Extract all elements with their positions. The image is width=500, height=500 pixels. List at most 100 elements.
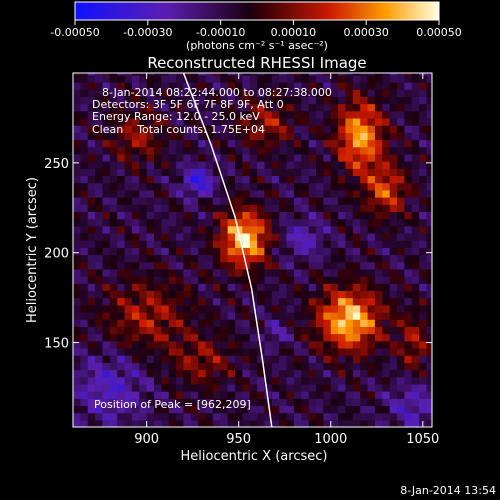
heatmap-cell: [397, 204, 405, 212]
heatmap-cell: [360, 161, 369, 169]
heatmap-cell: [323, 81, 332, 90]
heatmap-cell: [124, 304, 133, 313]
heatmap-cell: [176, 391, 185, 399]
heatmap-cell: [161, 139, 170, 148]
heatmap-cell: [102, 73, 111, 76]
heatmap-cell: [360, 182, 369, 191]
heatmap-cell: [139, 311, 148, 320]
heatmap-cell: [397, 146, 405, 155]
heatmap-cell: [242, 283, 251, 292]
heatmap-cell: [212, 103, 221, 112]
heatmap-cell: [286, 419, 295, 427]
heatmap-cell: [426, 412, 432, 421]
heatmap-cell: [205, 369, 214, 378]
heatmap-cell: [286, 240, 295, 248]
heatmap-cell: [146, 254, 155, 263]
heatmap-cell: [404, 419, 413, 427]
heatmap-cell: [117, 146, 126, 155]
heatmap-cell: [102, 405, 111, 414]
heatmap-cell: [146, 391, 155, 399]
heatmap-cell: [87, 74, 96, 83]
heatmap-cell: [139, 276, 148, 284]
heatmap-cell: [345, 369, 354, 378]
heatmap-cell: [338, 326, 347, 335]
heatmap-cell: [220, 297, 229, 306]
heatmap-cell: [198, 362, 207, 371]
heatmap-cell: [205, 398, 214, 407]
heatmap-cell: [124, 153, 133, 162]
heatmap-cell: [286, 297, 295, 306]
heatmap-cell: [168, 283, 177, 292]
heatmap-cell: [198, 153, 207, 162]
heatmap-cell: [139, 117, 148, 126]
heatmap-cell: [257, 311, 266, 320]
heatmap-cell: [293, 89, 302, 97]
heatmap-cell: [271, 204, 280, 212]
heatmap-cell: [117, 355, 126, 363]
heatmap-cell: [345, 73, 354, 76]
x-axis-label: Heliocentric X (arcsec): [181, 449, 328, 464]
heatmap-cell: [146, 132, 155, 141]
heatmap-cell: [352, 117, 361, 126]
heatmap-cell: [308, 204, 317, 212]
heatmap-cell: [198, 376, 207, 385]
heatmap-cell: [95, 247, 104, 256]
heatmap-cell: [139, 196, 148, 205]
heatmap-cell: [154, 376, 162, 385]
heatmap-cell: [198, 283, 207, 292]
heatmap-cell: [352, 326, 361, 335]
heatmap-cell: [323, 218, 332, 227]
heatmap-cell: [367, 211, 376, 220]
heatmap-cell: [323, 139, 332, 148]
heatmap-cell: [352, 74, 361, 83]
heatmap-cell: [80, 225, 89, 234]
heatmap-cell: [286, 311, 295, 320]
heatmap-cell: [338, 398, 347, 407]
heatmap-cell: [212, 74, 221, 83]
heatmap-cell: [323, 110, 332, 119]
heatmap-cell: [102, 412, 111, 421]
heatmap-cell: [161, 412, 170, 421]
heatmap-cell: [205, 204, 214, 212]
heatmap-cell: [279, 391, 288, 399]
heatmap-cell: [220, 168, 229, 177]
heatmap-cell: [301, 89, 310, 97]
heatmap-cell: [117, 161, 126, 169]
heatmap-cell: [235, 96, 243, 105]
heatmap-cell: [293, 73, 302, 76]
heatmap-cell: [330, 153, 339, 162]
heatmap-cell: [345, 311, 354, 320]
heatmap-cell: [80, 110, 89, 119]
heatmap-cell: [293, 311, 302, 320]
heatmap-cell: [308, 247, 317, 256]
heatmap-cell: [360, 383, 369, 392]
heatmap-cell: [249, 304, 258, 313]
heatmap-cell: [286, 161, 295, 169]
heatmap-cell: [139, 326, 148, 335]
heatmap-cell: [109, 254, 118, 263]
heatmap-cell: [279, 175, 288, 184]
heatmap-cell: [411, 412, 420, 421]
heatmap-cell: [426, 168, 432, 177]
heatmap-cell: [154, 333, 162, 342]
heatmap-cell: [316, 74, 324, 83]
heatmap-cell: [146, 276, 155, 284]
heatmap-cell: [146, 204, 155, 212]
heatmap-cell: [360, 117, 369, 126]
heatmap-cell: [176, 125, 185, 133]
heatmap-cell: [205, 304, 214, 313]
heatmap-cell: [338, 189, 347, 198]
heatmap-cell: [146, 268, 155, 277]
heatmap-cell: [80, 268, 89, 277]
heatmap-cell: [73, 153, 81, 162]
heatmap-cell: [146, 304, 155, 313]
heatmap-cell: [345, 304, 354, 313]
heatmap-cell: [190, 419, 199, 427]
heatmap-cell: [308, 240, 317, 248]
heatmap-cell: [80, 204, 89, 212]
heatmap-cell: [227, 398, 236, 407]
heatmap-cell: [95, 362, 104, 371]
heatmap-cell: [404, 333, 413, 342]
heatmap-cell: [271, 81, 280, 90]
heatmap-cell: [102, 232, 111, 241]
